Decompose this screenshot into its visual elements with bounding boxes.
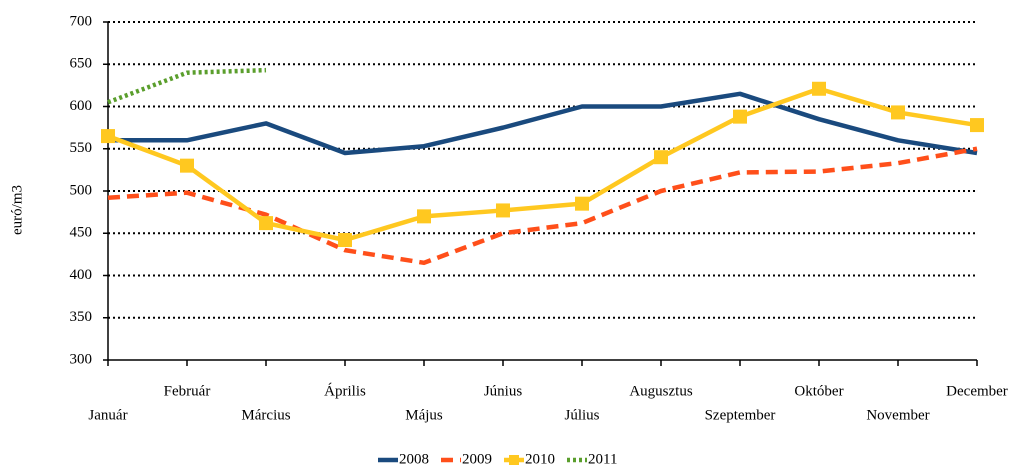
legend-label: 2008 [399, 451, 429, 467]
y-tick-label: 500 [70, 182, 93, 198]
x-tick-label: Február [164, 383, 211, 399]
x-tick-label: Augusztus [629, 383, 692, 399]
y-tick-label: 650 [70, 56, 93, 72]
y-tick-label: 550 [70, 140, 93, 156]
marker [180, 158, 194, 173]
marker [496, 203, 510, 218]
y-tick-label: 300 [70, 351, 93, 367]
x-tick-label: Május [405, 407, 443, 423]
y-axis-label: euró/m3 [9, 185, 25, 235]
series-line [107, 67, 267, 105]
x-tick-label: November [866, 407, 929, 423]
x-tick-label: Március [241, 407, 290, 423]
y-tick-label: 600 [70, 98, 93, 114]
x-tick-label: Január [88, 407, 127, 423]
marker [812, 81, 826, 96]
x-tick-label: Június [484, 383, 523, 399]
y-tick-label: 400 [70, 267, 93, 283]
x-tick-label: Október [794, 383, 843, 399]
series-line [107, 86, 978, 243]
series-line [108, 91, 978, 156]
marker [891, 105, 905, 120]
marker [417, 209, 431, 224]
x-tick-label: December [946, 383, 1008, 399]
y-tick-label: 450 [70, 225, 93, 241]
y-tick-label: 700 [70, 13, 93, 29]
x-tick-label: Július [564, 407, 599, 423]
legend-label: 2009 [462, 451, 492, 467]
x-tick-label: Szeptember [705, 407, 776, 423]
series-line [107, 146, 978, 266]
marker [259, 216, 273, 231]
marker [970, 118, 984, 133]
marker [338, 233, 352, 248]
marker [733, 109, 747, 124]
marker [575, 196, 589, 211]
legend-label: 2010 [525, 451, 555, 467]
y-tick-label: 350 [70, 309, 93, 325]
legend-label: 2011 [588, 451, 617, 467]
marker [654, 150, 668, 165]
legend-marker [509, 455, 519, 465]
x-tick-label: Április [324, 382, 366, 399]
marker [101, 129, 115, 144]
